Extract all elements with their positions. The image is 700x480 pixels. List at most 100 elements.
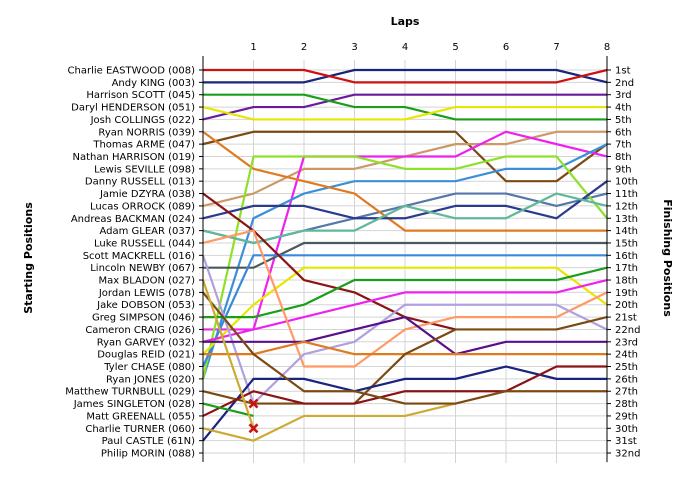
series-line (203, 68, 608, 84)
finishing-label: 12th (615, 201, 638, 212)
starting-label: Max BLADON (027) (99, 276, 196, 287)
starting-label: Harrison SCOTT (045) (86, 90, 195, 101)
series-line (202, 229, 608, 368)
series-line (202, 130, 607, 232)
finishing-label: 18th (615, 276, 638, 287)
starting-label: Tyler CHASE (080) (103, 362, 195, 373)
lap-tick-labels: 1 2 3 4 5 6 7 8 (250, 42, 610, 53)
finishing-label: 20th (615, 300, 638, 311)
starting-label: Lewis SEVILLE (098) (94, 164, 195, 175)
series-line (202, 192, 456, 331)
starting-label: Matt GREENALL (055) (86, 411, 195, 422)
series-lines (201, 68, 608, 442)
finishing-label: 21st (615, 313, 637, 324)
series-line (201, 143, 608, 380)
finishing-label: 4th (615, 103, 632, 114)
starting-label: Greg SIMPSON (046) (92, 313, 195, 324)
finishing-label: 25th (615, 362, 638, 373)
series-line (203, 93, 607, 121)
starting-label: Cameron CRAIG (026) (85, 325, 195, 336)
starting-label: James SINGLETON (028) (73, 399, 195, 410)
finishing-label: 1st (615, 66, 631, 77)
finishing-label: 10th (615, 177, 638, 188)
series-line (202, 192, 608, 245)
finishing-label: 3rd (615, 90, 632, 101)
starting-label: Lucas ORROCK (089) (90, 201, 195, 212)
starting-label: Paul CASTLE (61N) (102, 436, 195, 447)
series-line (202, 266, 608, 355)
lap-label: 2 (301, 42, 307, 53)
axes (199, 56, 611, 462)
finishing-label: 14th (615, 226, 638, 237)
series-line (202, 105, 607, 121)
series-line (203, 130, 608, 331)
finishing-label: 11th (615, 189, 638, 200)
series-line (202, 278, 608, 343)
starting-label: Philip MORIN (088) (101, 449, 195, 460)
finishing-label: 29th (615, 411, 638, 422)
starting-label: Scott MACKRELL (016) (83, 251, 195, 262)
finishing-label: 13th (615, 214, 638, 225)
series-line (203, 266, 608, 319)
starting-label: Daryl HENDERSON (051) (71, 103, 195, 114)
starting-position-labels: Charlie EASTWOOD (008)Andy KING (003)Har… (65, 66, 195, 460)
finishing-label: 7th (615, 140, 632, 151)
starting-label: Danny RUSSELL (013) (85, 177, 195, 188)
finishing-label: 19th (615, 288, 638, 299)
series-line (202, 93, 607, 121)
starting-label: Thomas ARME (047) (92, 140, 195, 151)
series-line (202, 180, 608, 220)
starting-label: Ryan JONES (020) (106, 374, 195, 385)
series-line (202, 130, 608, 183)
starting-label: Douglas REID (021) (97, 350, 195, 361)
finishing-label: 23rd (615, 337, 638, 348)
finishing-label: 16th (615, 251, 638, 262)
series-line (201, 254, 607, 367)
series-line (201, 155, 608, 380)
y-axis-title-left: Starting Positions (22, 202, 35, 314)
finishing-label: 17th (615, 263, 638, 274)
lap-label: 7 (553, 42, 559, 53)
lap-label: 1 (250, 42, 256, 53)
lap-label: 3 (351, 42, 357, 53)
series-line (202, 402, 254, 418)
lap-label: 4 (402, 42, 408, 53)
series-line (202, 316, 608, 405)
finishing-label: 6th (615, 127, 632, 138)
starting-label: Jamie DZYRA (038) (99, 189, 195, 200)
retirement-marker (248, 398, 259, 409)
lap-label: 8 (604, 42, 610, 53)
retirement-marker (248, 423, 259, 434)
finishing-label: 24th (615, 350, 638, 361)
starting-label: Josh COLLINGS (022) (90, 115, 195, 126)
starting-label: Adam GLEAR (037) (99, 226, 195, 237)
series-line (202, 365, 607, 417)
starting-label: Matthew TURNBULL (029) (65, 387, 195, 398)
finishing-label: 32nd (615, 449, 640, 460)
finishing-label: 8th (615, 152, 632, 163)
finishing-label: 30th (615, 424, 638, 435)
starting-label: Luke RUSSELL (044) (94, 238, 195, 249)
finishing-label: 5th (615, 115, 632, 126)
finishing-label: 27th (615, 387, 638, 398)
starting-label: Ryan NORRIS (039) (98, 127, 195, 138)
series-line (203, 315, 607, 356)
series-line (202, 291, 607, 405)
starting-label: Charlie EASTWOOD (008) (68, 66, 196, 77)
lap-label: 6 (503, 42, 509, 53)
series-line (201, 254, 608, 405)
x-axis-title: Laps (391, 15, 420, 28)
starting-label: Lincoln NEWBY (067) (90, 263, 195, 274)
lap-label: 5 (452, 42, 458, 53)
starting-label: Charlie TURNER (060) (85, 424, 195, 435)
starting-label: Jake DOBSON (053) (96, 300, 195, 311)
starting-label: Nathan HARRISON (019) (73, 152, 196, 163)
series-line (202, 402, 456, 442)
finishing-label: 22nd (615, 325, 640, 336)
finishing-label: 28th (615, 399, 638, 410)
finishing-label: 26th (615, 374, 638, 385)
starting-label: Andy KING (003) (112, 78, 196, 89)
finishing-label: 15th (615, 238, 638, 249)
